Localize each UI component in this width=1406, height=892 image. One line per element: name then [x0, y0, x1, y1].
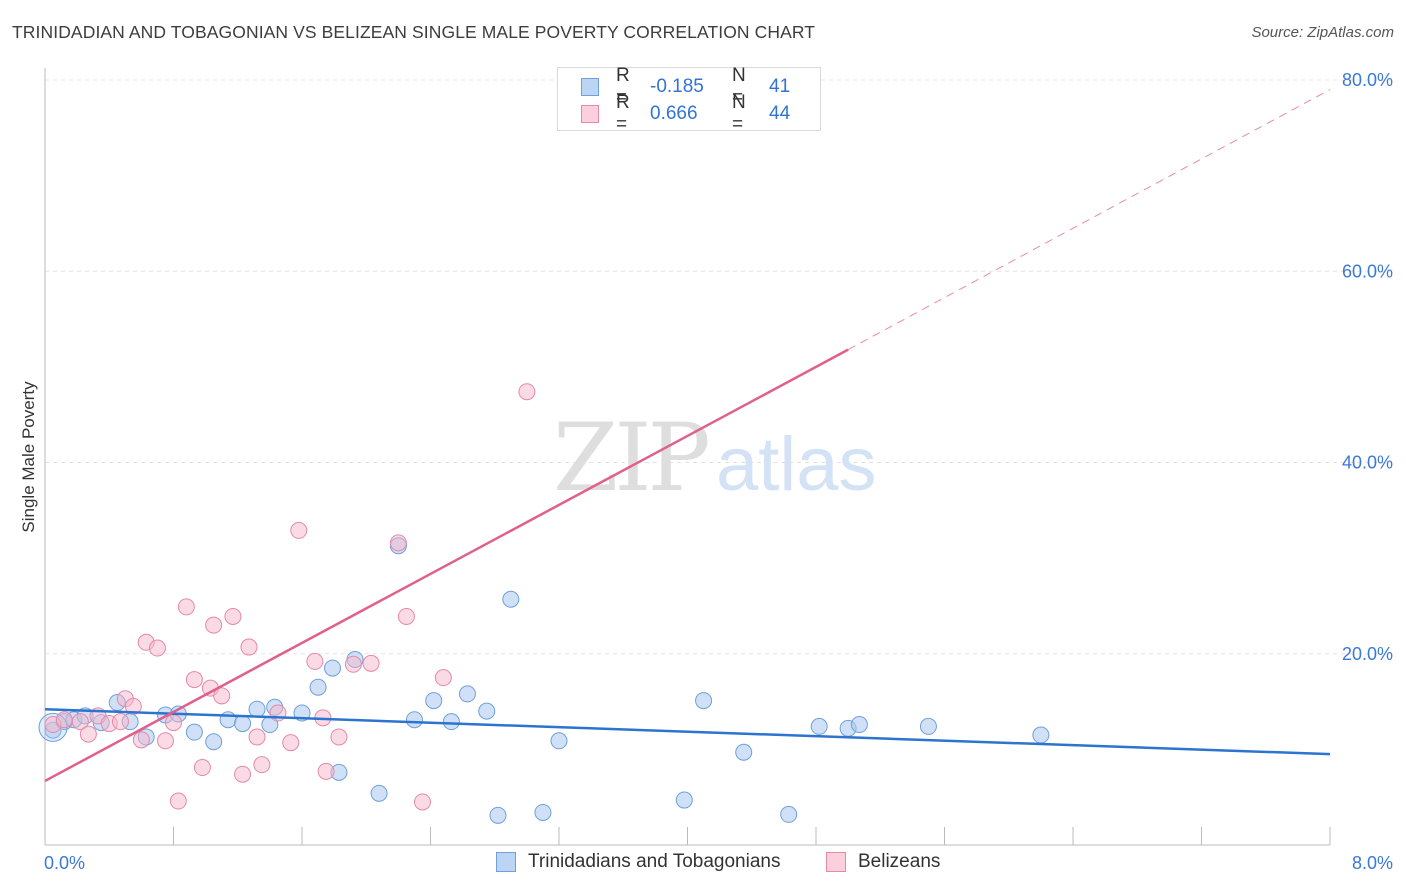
data-point-belizeans — [111, 713, 129, 731]
data-point-belizeans — [169, 792, 187, 810]
data-point-trinidadians — [550, 732, 568, 750]
data-point-trinidadians — [234, 715, 252, 733]
legend-item-trinidadians: Trinidadians and Tobagonians — [496, 851, 780, 873]
gridlines — [45, 79, 1392, 655]
data-point-trinidadians — [850, 716, 868, 734]
data-point-belizeans — [79, 725, 97, 743]
series-belizeans-points — [44, 383, 536, 811]
data-point-trinidadians — [780, 805, 798, 823]
data-point-trinidadians — [405, 711, 423, 729]
data-point-trinidadians — [810, 717, 828, 735]
legend-swatch-blue — [581, 78, 599, 96]
data-point-belizeans — [240, 638, 258, 656]
data-point-belizeans — [165, 714, 182, 732]
trend-line-belizeans — [44, 348, 849, 783]
y-tick-label: 40.0% — [1342, 453, 1393, 473]
data-point-belizeans — [124, 697, 142, 715]
data-point-belizeans — [344, 655, 362, 673]
data-point-belizeans — [132, 731, 150, 749]
data-point-belizeans — [306, 652, 324, 670]
data-point-belizeans — [148, 639, 166, 657]
data-point-belizeans — [330, 728, 348, 746]
data-point-trinidadians — [324, 659, 342, 677]
n-label: N = — [732, 92, 746, 135]
data-point-belizeans — [253, 756, 271, 774]
data-point-trinidadians — [458, 685, 476, 703]
r-label: R = — [616, 65, 630, 108]
y-axis-label: Single Male Poverty — [19, 381, 38, 533]
watermark: ZIP atlas — [553, 404, 877, 513]
data-point-belizeans — [317, 762, 335, 780]
legend-swatch-blue — [496, 852, 516, 872]
data-point-trinidadians — [248, 700, 266, 718]
x-tick-label: 8.0% — [1352, 853, 1393, 873]
data-point-belizeans — [362, 654, 380, 672]
data-point-belizeans — [290, 521, 308, 539]
data-point-trinidadians — [534, 803, 552, 821]
data-point-belizeans — [71, 713, 89, 731]
y-tick-label: 60.0% — [1342, 261, 1393, 281]
watermark-atlas: atlas — [716, 422, 877, 507]
data-point-trinidadians — [425, 692, 443, 710]
data-point-belizeans — [413, 793, 431, 811]
trend-line-belizeans-extension — [847, 89, 1331, 351]
n-value: 41 — [769, 76, 791, 97]
data-point-trinidadians — [309, 678, 327, 696]
data-point-belizeans — [224, 607, 242, 625]
r-label: R = — [616, 92, 630, 135]
y-tick-label: 20.0% — [1342, 644, 1393, 664]
data-point-trinidadians — [442, 713, 460, 731]
legend-item-belizeans: Belizeans — [826, 851, 940, 873]
legend-stats: R = -0.185 N = 41 R = 0.666 N = 44 — [557, 65, 821, 135]
r-value: 0.666 — [650, 103, 698, 124]
data-point-trinidadians — [219, 711, 237, 729]
r-value: -0.185 — [650, 76, 704, 97]
data-point-trinidadians — [675, 791, 693, 809]
legend-swatch-pink — [826, 852, 846, 872]
legend-label: Trinidadians and Tobagonians — [528, 851, 781, 872]
data-point-belizeans — [177, 598, 195, 616]
data-point-trinidadians — [370, 784, 388, 802]
data-point-trinidadians — [502, 590, 520, 608]
data-point-belizeans — [397, 607, 415, 625]
data-point-belizeans — [55, 711, 73, 729]
data-point-belizeans — [434, 669, 452, 687]
data-point-trinidadians — [919, 717, 937, 735]
data-point-belizeans — [518, 383, 536, 401]
data-point-belizeans — [213, 687, 231, 705]
legend-label: Belizeans — [858, 851, 941, 872]
source-credit: Source: ZipAtlas.com — [1251, 24, 1394, 41]
data-point-belizeans — [248, 728, 266, 746]
data-point-belizeans — [193, 759, 211, 777]
data-point-belizeans — [205, 616, 223, 634]
y-tick-label: 80.0% — [1342, 70, 1393, 90]
data-point-trinidadians — [185, 723, 203, 741]
x-tick-label: 0.0% — [44, 853, 85, 873]
trend-lines — [44, 89, 1331, 783]
data-point-trinidadians — [1032, 726, 1050, 744]
legend-swatch-pink — [581, 105, 599, 123]
data-point-belizeans — [185, 671, 203, 689]
data-point-trinidadians — [735, 743, 753, 761]
chart-title: TRINIDADIAN AND TOBAGONIAN VS BELIZEAN S… — [12, 22, 816, 42]
data-point-trinidadians — [695, 692, 713, 710]
data-point-trinidadians — [478, 702, 496, 720]
data-point-belizeans — [234, 765, 252, 783]
tick-labels: 20.0% 40.0% 60.0% 80.0% 0.0% 8.0% — [44, 70, 1393, 873]
data-point-belizeans — [282, 734, 300, 752]
data-point-trinidadians — [205, 733, 223, 751]
data-point-belizeans — [389, 534, 407, 552]
n-value: 44 — [769, 103, 791, 124]
data-point-belizeans — [156, 732, 174, 750]
data-point-trinidadians — [489, 806, 507, 824]
n-label: N = — [732, 65, 746, 108]
trend-line-trinidadians — [44, 707, 1331, 756]
